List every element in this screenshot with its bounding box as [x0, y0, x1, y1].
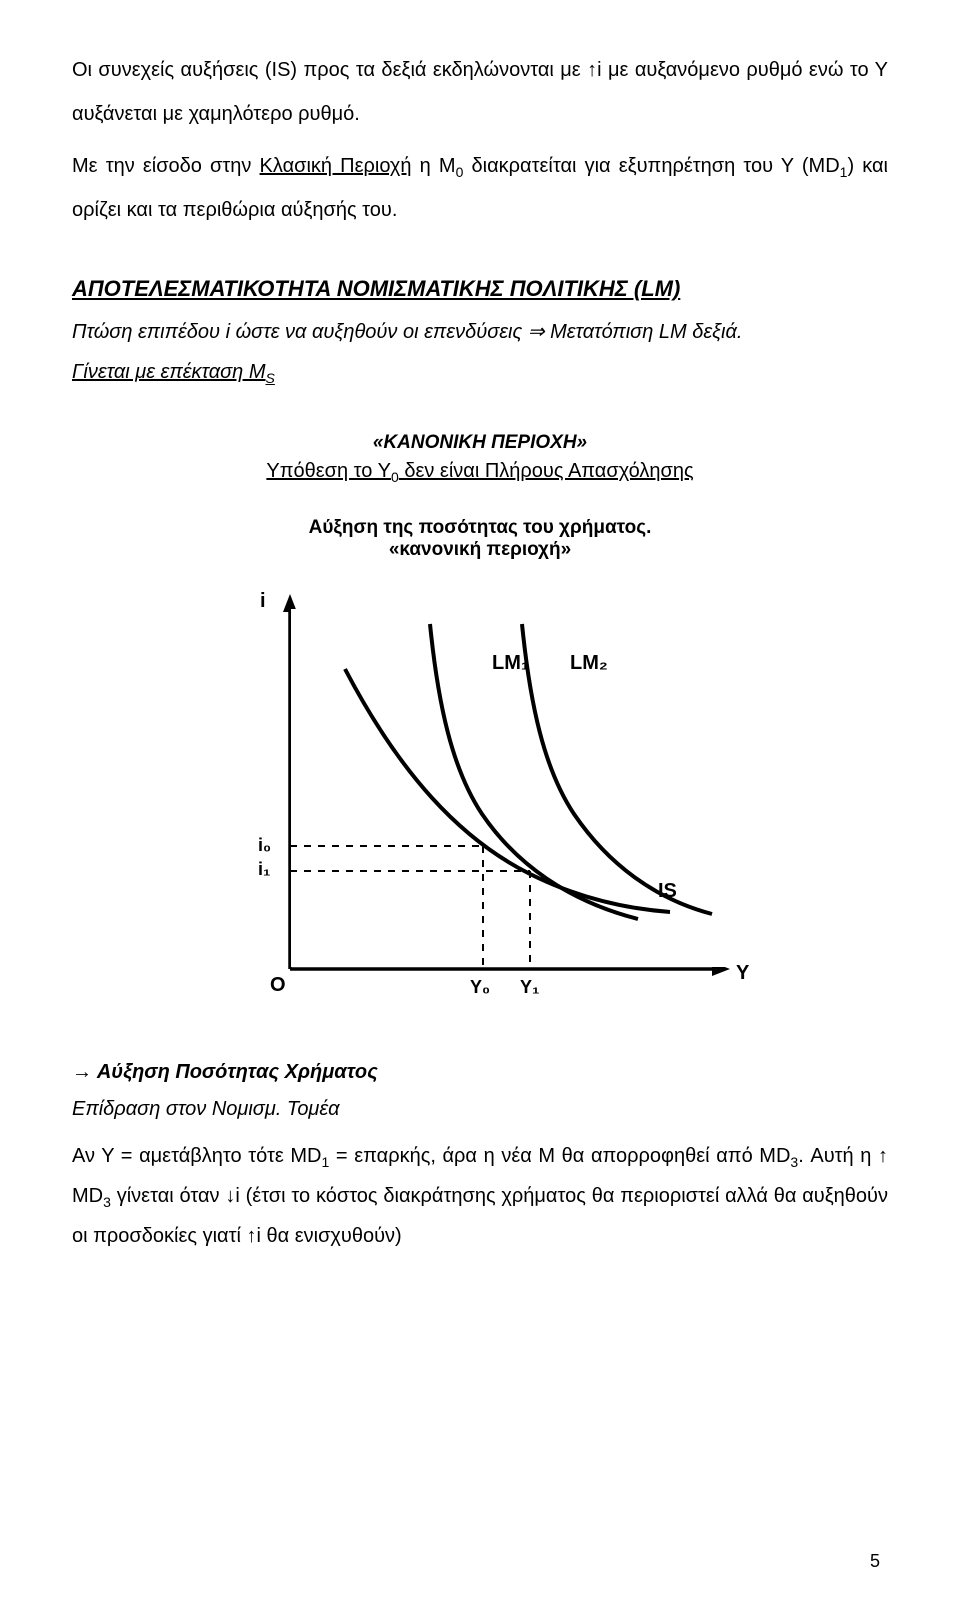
islm-svg: Αύξηση της ποσότητας του χρήματος. «κανο…: [200, 509, 760, 1029]
assumption-b: δεν είναι Πλήρους Απασχόλησης: [399, 460, 694, 482]
result-subtitle: Επίδραση στον Νομισμ. Τομέα: [72, 1090, 888, 1128]
paragraph-intro-1: Οι συνεχείς αυξήσεις (IS) προς τα δεξιά …: [72, 48, 888, 136]
islm-diagram: Αύξηση της ποσότητας του χρήματος. «κανο…: [72, 509, 888, 1029]
result-body: Αν Υ = αμετάβλητο τότε MD1 = επαρκής, άρ…: [72, 1136, 888, 1256]
rb2: = επαρκής, άρα η νέα M θα απορροφηθεί απ…: [329, 1145, 790, 1167]
i0-label: i₀: [258, 835, 271, 855]
p2-b: Κλασική Περιοχή: [260, 155, 412, 177]
assumption-line: Υπόθεση το Υ0 δεν είναι Πλήρους Απασχόλη…: [72, 460, 888, 485]
section-title-lm: ΑΠΟΤΕΛΕΣΜΑΤΙΚΟΤΗΤΑ ΝΟΜΙΣΜΑΤΙΚΗΣ ΠΟΛΙΤΙΚΗ…: [72, 276, 888, 302]
sub-title-normal-region: «ΚΑΝΟΝΙΚΗ ΠΕΡΙΟΧΗ»: [72, 432, 888, 454]
page-number: 5: [870, 1551, 880, 1572]
assumption-a: Υπόθεση το Υ: [266, 460, 391, 482]
axis-i-label: i: [260, 590, 266, 612]
p2-c: η M: [412, 155, 456, 177]
diagram-title-a: Αύξηση της ποσότητας του χρήματος.: [309, 517, 652, 538]
italic-line-2sub: S: [266, 370, 275, 386]
lm2-label: LM₂: [570, 652, 608, 674]
assumption-sub: 0: [391, 469, 399, 485]
rb1: Αν Υ = αμετάβλητο τότε MD: [72, 1145, 322, 1167]
i1-label: i₁: [258, 859, 270, 879]
origin-label: O: [270, 974, 286, 996]
y1-label: Y₁: [520, 977, 539, 997]
y0-label: Y₀: [470, 977, 490, 997]
italic-line-2: Γίνεται με επέκταση MS: [72, 352, 888, 392]
italic-line-1: Πτώση επιπέδου i ώστε να αυξηθούν οι επε…: [72, 312, 888, 352]
result-title: → Αύξηση Ποσότητας Χρήματος: [72, 1061, 888, 1084]
lm1-label: LM₁: [492, 652, 529, 674]
p2-c2: διακρατείται για εξυπηρέτηση του Υ (MD: [463, 155, 839, 177]
italic-line-2a: Γίνεται με επέκταση M: [72, 361, 266, 383]
axis-y-label: Y: [736, 962, 750, 984]
paragraph-intro-2: Με την είσοδο στην Κλασική Περιοχή η M0 …: [72, 144, 888, 232]
is-label: IS: [658, 880, 677, 902]
rb4: γίνεται όταν ↓i (έτσι το κόστος διακράτη…: [72, 1185, 888, 1247]
p2-a: Με την είσοδο στην: [72, 155, 260, 177]
diagram-title-b: «κανονική περιοχή»: [389, 539, 571, 560]
